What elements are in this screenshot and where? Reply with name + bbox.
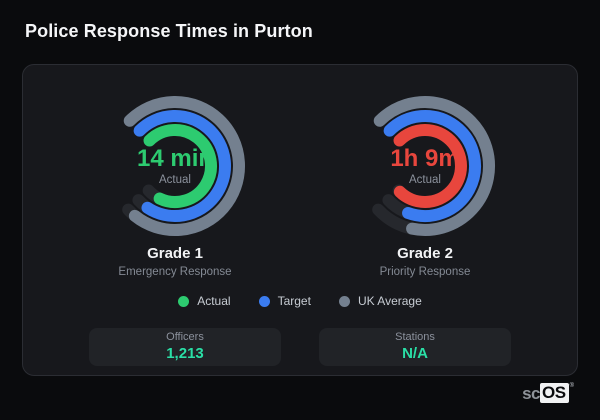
chart-legend: Actual Target UK Average bbox=[178, 294, 422, 308]
legend-uk-average-dot-icon bbox=[338, 295, 350, 307]
response-times-panel: 14 min Actual Grade 1 Emergency Response… bbox=[22, 64, 578, 376]
scos-logo-prefix: sc bbox=[522, 384, 541, 403]
stat-officers-value: 1,213 bbox=[166, 345, 204, 363]
gauge-grade-2: 1h 9m Actual Grade 2 Priority Response bbox=[300, 91, 550, 278]
scos-logo: sc OS ® bbox=[522, 383, 574, 403]
gauge-grade-1-dial: 14 min Actual bbox=[100, 91, 250, 241]
gauge-grade-2-subtitle: Priority Response bbox=[379, 265, 471, 278]
gauge-grade-2-title: Grade 2 bbox=[397, 245, 453, 262]
gauge-grade-1-subtitle: Emergency Response bbox=[118, 265, 232, 278]
scos-logo-box: OS bbox=[540, 383, 569, 403]
stat-stations-value: N/A bbox=[402, 345, 428, 363]
stat-card-officers: Officers 1,213 bbox=[89, 328, 281, 367]
gauge-grade-2-dial: 1h 9m Actual bbox=[350, 91, 500, 241]
legend-target-label: Target bbox=[277, 294, 311, 309]
gauge-grade-2-rings-svg bbox=[372, 96, 495, 237]
legend-item-actual[interactable]: Actual bbox=[178, 294, 231, 309]
legend-actual-dot-icon bbox=[178, 295, 190, 307]
legend-actual-label: Actual bbox=[197, 294, 231, 309]
gauge-grade-1-rings-svg bbox=[122, 96, 245, 237]
stat-stations-label: Stations bbox=[395, 331, 435, 344]
gauge-grade-1: 14 min Actual Grade 1 Emergency Response bbox=[50, 91, 300, 278]
registered-trademark-icon: ® bbox=[569, 383, 574, 389]
stat-card-stations: Stations N/A bbox=[319, 328, 511, 367]
legend-item-target[interactable]: Target bbox=[258, 294, 311, 309]
stat-officers-label: Officers bbox=[166, 331, 204, 344]
legend-item-uk-average[interactable]: UK Average bbox=[338, 294, 422, 309]
gauges-row: 14 min Actual Grade 1 Emergency Response… bbox=[23, 91, 577, 278]
legend-uk-average-label: UK Average bbox=[357, 294, 422, 309]
stats-row: Officers 1,213 Stations N/A bbox=[89, 328, 511, 367]
legend-target-dot-icon bbox=[258, 295, 270, 307]
page-title: Police Response Times in Purton bbox=[25, 21, 313, 41]
gauge-grade-1-title: Grade 1 bbox=[147, 245, 203, 262]
